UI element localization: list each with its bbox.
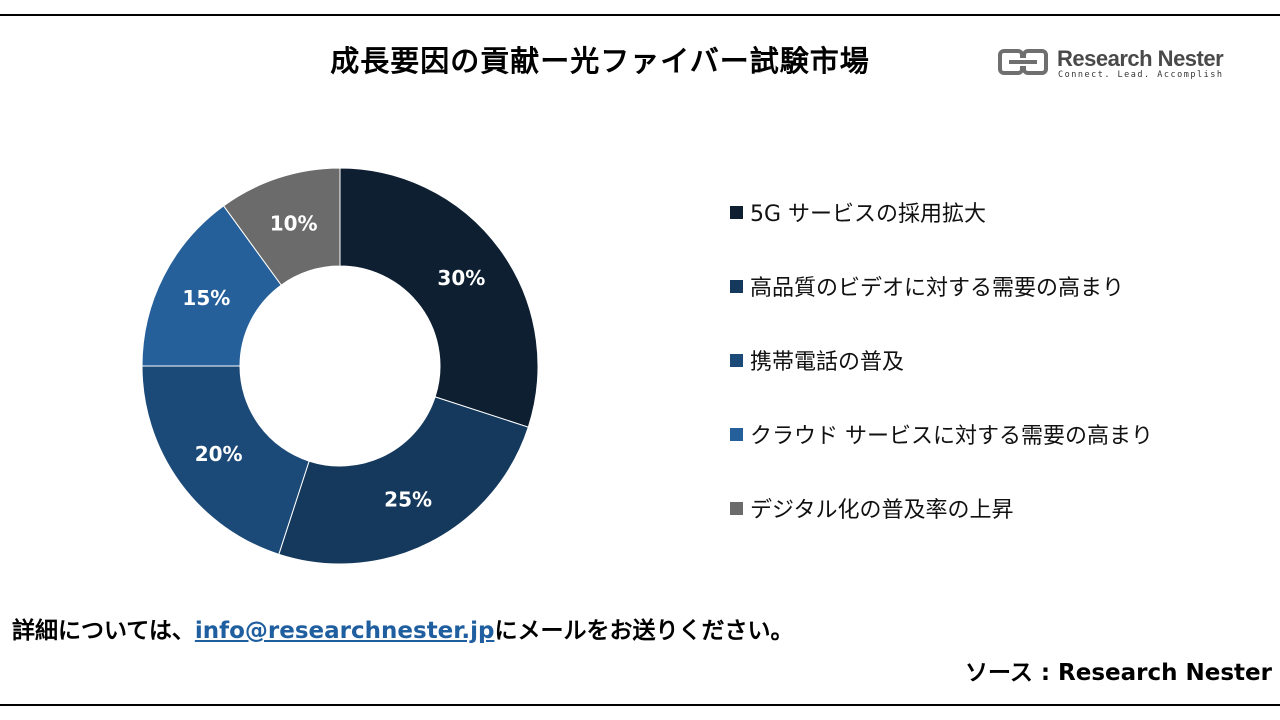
- legend-swatch-2: [730, 279, 743, 293]
- slice-label-2: 25%: [384, 488, 432, 512]
- top-rule: [0, 14, 1280, 16]
- email-link[interactable]: info@researchnester.jp: [194, 618, 495, 644]
- legend-label-4: クラウド サービスに対する需要の高まり: [750, 424, 1153, 449]
- donut-chart: 30% 25% 20% 15% 10%: [141, 167, 539, 565]
- contact-suffix: にメールをお送りください。: [494, 618, 794, 644]
- legend-swatch-3: [730, 353, 743, 367]
- slice-label-5: 10%: [270, 211, 318, 235]
- donut-slice-3: [141, 365, 310, 555]
- research-nester-logo-icon: [998, 49, 1048, 75]
- bottom-rule: [0, 704, 1280, 706]
- legend-label-2: 高品質のビデオに対する需要の高まり: [750, 276, 1125, 301]
- legend-item-4: クラウド サービスに対する需要の高まり: [730, 418, 1153, 450]
- legend-item-1: 5G サービスの採用拡大: [730, 196, 986, 228]
- slice-label-3: 20%: [195, 442, 243, 466]
- legend-item-2: 高品質のビデオに対する需要の高まり: [730, 270, 1124, 302]
- legend-item-5: デジタル化の普及率の上昇: [730, 492, 1014, 524]
- donut-slice-2: [278, 396, 529, 565]
- legend-label-5: デジタル化の普及率の上昇: [750, 498, 1014, 523]
- donut-slice-5: [222, 167, 341, 286]
- contact-note: 詳細については、info@researchnester.jpにメールをお送りくだ…: [12, 611, 793, 645]
- legend-swatch-1: [730, 205, 743, 219]
- legend-item-3: 携帯電話の普及: [730, 344, 904, 376]
- legend-swatch-5: [730, 501, 743, 515]
- logo-tagline: Connect. Lead. Accomplish: [1058, 70, 1224, 80]
- research-nester-logo[interactable]: Research Nester Connect. Lead. Accomplis…: [997, 44, 1227, 86]
- legend-label-1: 5G サービスの採用拡大: [750, 202, 987, 227]
- legend-swatch-4: [730, 427, 743, 441]
- slice-label-1: 30%: [437, 266, 485, 290]
- source-label: ソース : Research Nester: [964, 660, 1272, 686]
- contact-prefix: 詳細については、: [12, 618, 195, 644]
- donut-slice-1: [339, 167, 539, 428]
- logo-name: Research Nester: [1057, 46, 1224, 71]
- chart-title: 成長要因の貢献ー光ファイバー試験市場: [330, 44, 870, 78]
- legend-label-3: 携帯電話の普及: [750, 350, 905, 375]
- slice-label-4: 15%: [182, 286, 230, 310]
